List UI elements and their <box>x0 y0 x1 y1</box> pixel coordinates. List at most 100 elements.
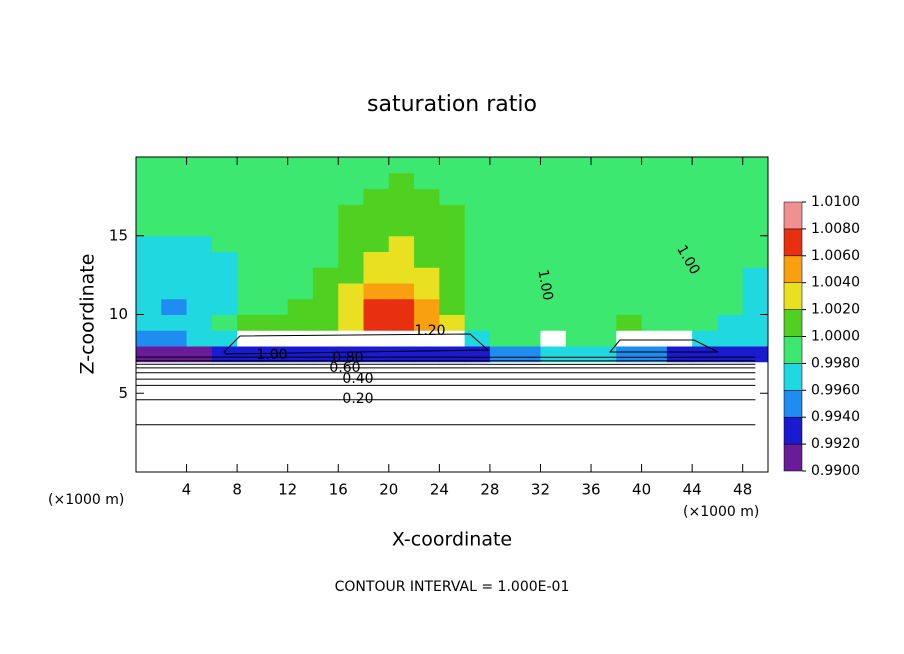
heat-cell <box>591 172 617 189</box>
heat-cell <box>616 440 643 457</box>
x-tick-label: 36 <box>581 481 600 499</box>
heat-cell <box>262 283 289 300</box>
heat-cell <box>338 251 365 268</box>
heat-cell <box>742 346 769 363</box>
heat-cell <box>439 409 466 426</box>
heat-cell <box>338 220 365 237</box>
heat-cell <box>489 440 516 457</box>
heat-cell <box>591 424 617 441</box>
heat-cell <box>414 440 440 457</box>
heat-cell <box>565 157 592 174</box>
heat-cell <box>439 220 466 237</box>
heat-cell <box>287 267 314 284</box>
heat-cell <box>439 235 466 252</box>
heat-cell <box>692 330 718 347</box>
heat-cell <box>388 204 415 221</box>
heat-cell <box>161 204 188 221</box>
heat-cell <box>312 361 339 378</box>
heat-cell <box>312 251 339 268</box>
heat-cell <box>591 298 617 315</box>
heat-cell <box>186 424 213 441</box>
heat-cell <box>540 330 567 347</box>
heat-cell <box>262 330 289 347</box>
colorbar-label: 1.0040 <box>811 275 860 291</box>
heat-cell <box>641 440 668 457</box>
heat-cell <box>439 298 466 315</box>
heat-cell <box>312 283 339 300</box>
heat-cell <box>262 188 289 205</box>
heat-cell <box>186 283 213 300</box>
contour-outline <box>223 333 719 355</box>
heat-cell <box>591 188 617 205</box>
heat-cell <box>388 283 415 300</box>
heat-cell <box>439 283 466 300</box>
heat-cell <box>489 251 516 268</box>
heat-cell <box>464 267 491 284</box>
heat-cell <box>388 172 415 189</box>
heat-cell <box>338 409 365 426</box>
heat-cell <box>237 172 263 189</box>
heat-cell <box>540 298 567 315</box>
heat-cell <box>312 235 339 252</box>
heat-cell <box>540 314 567 331</box>
heat-cell <box>692 267 718 284</box>
heat-cell <box>312 314 339 331</box>
heat-cell <box>439 251 466 268</box>
heat-cell <box>287 456 314 473</box>
heat-cell <box>287 393 314 410</box>
heat-cell <box>262 393 289 410</box>
heat-cell <box>388 456 415 473</box>
heat-cell <box>591 330 617 347</box>
heat-cell <box>262 220 289 237</box>
heat-cell <box>464 204 491 221</box>
heat-cell <box>717 456 744 473</box>
heat-cell <box>136 267 162 284</box>
heat-cell <box>515 298 541 315</box>
heat-cell <box>211 298 238 315</box>
heat-cell <box>717 424 744 441</box>
heat-cell <box>591 157 617 174</box>
heat-cell <box>338 346 365 363</box>
heat-cell <box>540 456 567 473</box>
heat-cell <box>692 220 718 237</box>
heat-cell <box>591 204 617 221</box>
heat-cell <box>666 204 693 221</box>
contour-label: 1.00 <box>256 347 287 363</box>
heat-cell <box>186 267 213 284</box>
heat-cell <box>692 361 718 378</box>
heat-cell <box>489 267 516 284</box>
heat-cell <box>591 267 617 284</box>
heat-cell <box>616 424 643 441</box>
colorbar-bin <box>783 416 803 445</box>
heat-cell <box>666 393 693 410</box>
heat-cell <box>287 235 314 252</box>
heat-cell <box>161 330 188 347</box>
heat-cell <box>666 456 693 473</box>
heat-cell <box>262 361 289 378</box>
heat-cell <box>515 393 541 410</box>
heat-cell <box>388 220 415 237</box>
y-tick-label: 5 <box>118 384 128 402</box>
heat-cell <box>237 393 263 410</box>
heat-cell <box>641 346 668 363</box>
heat-cell <box>414 456 440 473</box>
heat-cell <box>262 440 289 457</box>
heat-cell <box>388 251 415 268</box>
heat-cell <box>464 456 491 473</box>
heat-cell <box>666 424 693 441</box>
heat-cell <box>211 361 238 378</box>
heat-cell <box>136 346 162 363</box>
heat-cell <box>338 235 365 252</box>
heat-cell <box>211 251 238 268</box>
heat-cell <box>439 172 466 189</box>
heat-cell <box>641 188 668 205</box>
heat-cell <box>262 346 289 363</box>
heat-cell <box>641 251 668 268</box>
colorbar-label: 1.0060 <box>811 248 860 264</box>
y-axis-label: Z-coordinate <box>77 254 99 375</box>
heat-cell <box>161 267 188 284</box>
heat-cell <box>692 314 718 331</box>
heat-cell <box>591 346 617 363</box>
heat-cell <box>591 220 617 237</box>
